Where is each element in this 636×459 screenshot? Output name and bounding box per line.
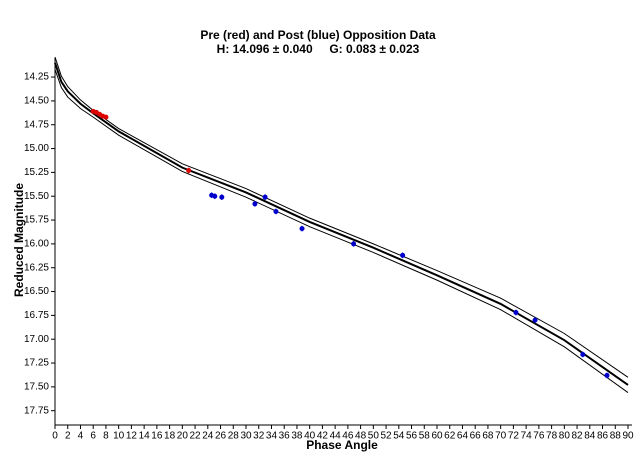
y-tick-label: 16.25 [24, 262, 49, 273]
point [299, 226, 305, 232]
x-tick-label: 46 [342, 431, 354, 442]
x-tick-label: 90 [622, 431, 634, 442]
y-tick-label: 16.75 [24, 310, 49, 321]
y-tick-label: 17.00 [24, 334, 49, 345]
x-tick-label: 34 [266, 431, 278, 442]
point [351, 241, 357, 247]
x-tick-label: 48 [355, 431, 367, 442]
x-tick-label: 62 [444, 431, 456, 442]
x-axis-label: Phase Angle [306, 438, 378, 452]
y-tick-label: 15.00 [24, 143, 49, 154]
x-tick-label: 76 [533, 431, 545, 442]
y-axis-label: Reduced Magnitude [12, 183, 26, 297]
chart-subtitle: H: 14.096 ± 0.040 G: 0.083 ± 0.023 [217, 42, 420, 56]
x-tick-label: 54 [393, 431, 405, 442]
y-tick-label: 14.75 [24, 119, 49, 130]
point [186, 167, 192, 173]
y-tick-label: 15.50 [24, 191, 49, 202]
y-tick-label: 16.00 [24, 239, 49, 250]
x-tick-label: 84 [584, 431, 596, 442]
x-tick-label: 60 [431, 431, 443, 442]
point [604, 372, 610, 378]
x-tick-label: 80 [559, 431, 571, 442]
x-tick-label: 38 [291, 431, 303, 442]
curve [54, 56, 629, 378]
point [580, 351, 586, 357]
x-tick-label: 2 [65, 431, 71, 442]
x-tick-label: 20 [177, 431, 189, 442]
x-tick-label: 18 [164, 431, 176, 442]
x-tick-label: 74 [521, 431, 533, 442]
x-tick-label: 58 [419, 431, 431, 442]
x-tick-label: 16 [151, 431, 163, 442]
x-tick-label: 44 [330, 431, 342, 442]
x-tick-label: 10 [113, 431, 125, 442]
y-tick-label: 15.75 [24, 215, 49, 226]
x-tick-label: 40 [304, 431, 316, 442]
x-tick-label: 0 [52, 431, 58, 442]
curve [54, 69, 629, 393]
x-tick-label: 28 [228, 431, 240, 442]
point [262, 194, 268, 200]
x-tick-label: 26 [215, 431, 227, 442]
x-tick-label: 64 [457, 431, 469, 442]
point [513, 310, 519, 316]
x-tick-label: 88 [610, 431, 622, 442]
x-tick-label: 70 [495, 431, 507, 442]
y-tick-label: 15.25 [24, 167, 49, 178]
x-tick-label: 82 [572, 431, 584, 442]
chart-title: Pre (red) and Post (blue) Opposition Dat… [200, 28, 436, 42]
x-tick-label: 24 [202, 431, 214, 442]
x-tick-label: 6 [90, 431, 96, 442]
point [273, 208, 279, 214]
x-tick-label: 78 [546, 431, 558, 442]
x-tick-label: 42 [317, 431, 329, 442]
x-tick-label: 72 [508, 431, 520, 442]
x-tick-label: 22 [190, 431, 202, 442]
x-tick-label: 50 [368, 431, 380, 442]
point [532, 317, 538, 323]
x-tick-label: 8 [103, 431, 109, 442]
x-tick-label: 12 [126, 431, 138, 442]
x-tick-label: 14 [139, 431, 151, 442]
point [252, 201, 258, 207]
x-tick-label: 68 [482, 431, 494, 442]
x-tick-label: 4 [78, 431, 84, 442]
x-tick-label: 36 [279, 431, 291, 442]
point [400, 252, 406, 258]
curve [54, 62, 629, 386]
point [219, 194, 225, 200]
y-tick-label: 16.50 [24, 286, 49, 297]
point [103, 114, 109, 120]
x-tick-label: 86 [597, 431, 609, 442]
x-tick-label: 52 [381, 431, 393, 442]
y-tick-label: 17.25 [24, 358, 49, 369]
x-tick-label: 66 [470, 431, 482, 442]
x-tick-label: 30 [240, 431, 252, 442]
y-tick-label: 14.25 [24, 72, 49, 83]
y-tick-label: 17.75 [24, 405, 49, 416]
x-tick-label: 32 [253, 431, 265, 442]
y-tick-label: 14.50 [24, 96, 49, 107]
y-tick-label: 17.50 [24, 382, 49, 393]
point [212, 193, 218, 199]
x-tick-label: 56 [406, 431, 418, 442]
